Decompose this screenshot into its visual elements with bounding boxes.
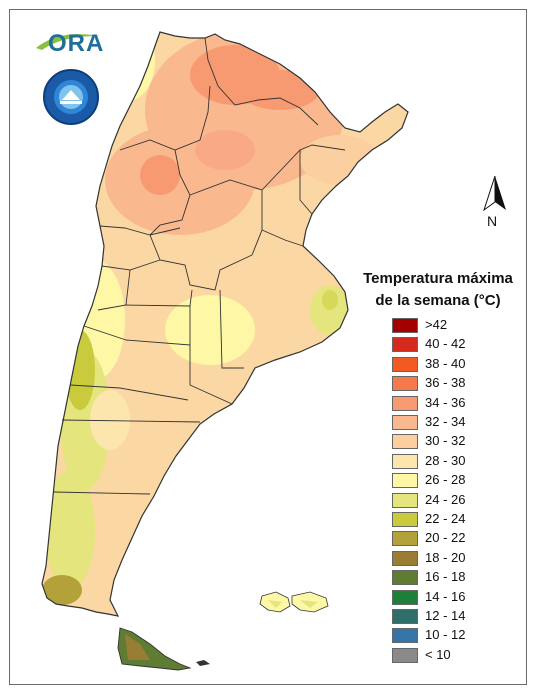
smn-logo — [43, 69, 99, 125]
legend-label: 32 - 34 — [425, 414, 466, 429]
legend-label: 10 - 12 — [425, 627, 466, 643]
legend-swatch — [392, 628, 418, 644]
legend-item: 16 - 18 — [392, 569, 512, 587]
ora-logo-swoosh — [36, 34, 100, 50]
legend-swatch — [392, 473, 418, 489]
legend-item: 20 - 22 — [392, 530, 512, 548]
legend-title-line2: de la semana (°C) — [375, 292, 501, 309]
legend-label: 20 - 22 — [425, 530, 466, 546]
legend-item: 24 - 26 — [392, 491, 512, 510]
legend-swatch — [392, 434, 418, 450]
legend-label: 22 - 24 — [425, 511, 466, 526]
legend-item: 32 - 34 — [392, 414, 512, 432]
legend-label: 36 - 38 — [425, 375, 466, 391]
legend-label: < 10 — [425, 646, 451, 662]
legend-label: 14 - 16 — [425, 588, 466, 604]
legend-swatch — [392, 356, 418, 372]
legend-item: 34 - 36 — [392, 394, 512, 413]
legend-swatch — [392, 395, 418, 411]
legend-swatch — [392, 337, 418, 353]
legend-item: 22 - 24 — [392, 511, 512, 529]
legend-item: 28 - 30 — [392, 452, 512, 471]
legend-label: 38 - 40 — [425, 355, 466, 371]
legend-swatch — [392, 512, 418, 527]
legend-label: 24 - 26 — [425, 491, 466, 507]
legend-item: 30 - 32 — [392, 433, 512, 451]
legend-item: 18 - 20 — [392, 549, 512, 568]
legend-swatch — [392, 647, 418, 663]
legend-title: Temperatura máxima de la semana (°C) — [338, 268, 538, 312]
legend-label: 16 - 18 — [425, 569, 466, 585]
ora-logo-text: ORA — [48, 30, 105, 57]
legend-swatch — [392, 589, 418, 605]
legend-label: 34 - 36 — [425, 394, 466, 410]
legend-swatch — [392, 531, 418, 547]
legend-item: 14 - 16 — [392, 588, 512, 607]
legend-swatch — [392, 492, 418, 508]
legend-label: 30 - 32 — [425, 433, 466, 449]
legend-swatch — [392, 609, 418, 624]
legend-item: 36 - 38 — [392, 375, 512, 393]
legend-item: < 10 — [392, 646, 512, 665]
legend-label: 40 - 42 — [425, 336, 466, 352]
legend-swatch — [392, 318, 418, 333]
legend-item: 10 - 12 — [392, 627, 512, 645]
legend-swatch — [392, 570, 418, 586]
legend-label: 28 - 30 — [425, 452, 466, 468]
legend-item: >42 — [392, 317, 512, 335]
legend-label: 18 - 20 — [425, 549, 466, 565]
legend-item: 40 - 42 — [392, 336, 512, 354]
legend-title-line1: Temperatura máxima — [363, 270, 513, 287]
legend-label: 12 - 14 — [425, 608, 466, 623]
legend-item: 26 - 28 — [392, 472, 512, 490]
legend-swatch — [392, 376, 418, 392]
legend-swatch — [392, 550, 418, 566]
legend-swatch — [392, 415, 418, 430]
north-label: N — [487, 213, 498, 229]
legend-item: 12 - 14 — [392, 608, 512, 626]
legend-swatch — [392, 453, 418, 469]
legend-label: 26 - 28 — [425, 472, 466, 488]
north-arrow-icon — [483, 175, 506, 212]
legend-item: 38 - 40 — [392, 355, 512, 374]
legend-label: >42 — [425, 317, 448, 332]
